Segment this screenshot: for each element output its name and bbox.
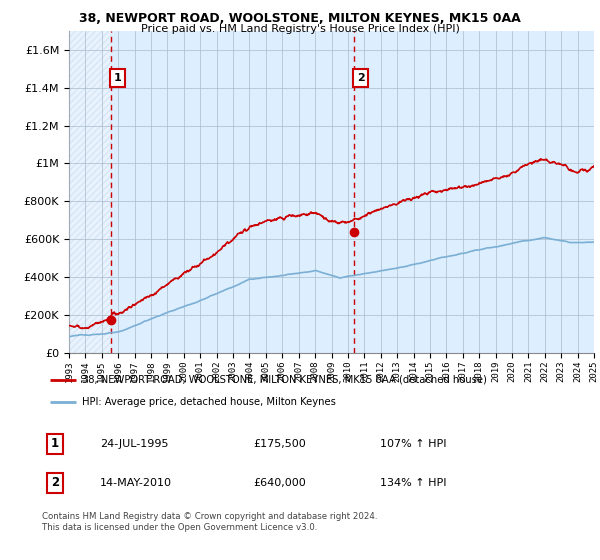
Text: HPI: Average price, detached house, Milton Keynes: HPI: Average price, detached house, Milt… (82, 397, 335, 407)
Text: 1: 1 (113, 73, 121, 83)
Text: 2: 2 (51, 477, 59, 489)
Text: 38, NEWPORT ROAD, WOOLSTONE, MILTON KEYNES, MK15 0AA (detached house): 38, NEWPORT ROAD, WOOLSTONE, MILTON KEYN… (82, 375, 487, 385)
Text: Price paid vs. HM Land Registry's House Price Index (HPI): Price paid vs. HM Land Registry's House … (140, 24, 460, 34)
Text: 134% ↑ HPI: 134% ↑ HPI (380, 478, 446, 488)
Text: 107% ↑ HPI: 107% ↑ HPI (380, 439, 446, 449)
Text: 1: 1 (51, 437, 59, 450)
Text: 24-JUL-1995: 24-JUL-1995 (100, 439, 169, 449)
Text: Contains HM Land Registry data © Crown copyright and database right 2024.
This d: Contains HM Land Registry data © Crown c… (42, 512, 377, 532)
Text: £175,500: £175,500 (253, 439, 306, 449)
Text: 38, NEWPORT ROAD, WOOLSTONE, MILTON KEYNES, MK15 0AA: 38, NEWPORT ROAD, WOOLSTONE, MILTON KEYN… (79, 12, 521, 25)
Text: £640,000: £640,000 (253, 478, 306, 488)
Text: 14-MAY-2010: 14-MAY-2010 (100, 478, 172, 488)
Text: 2: 2 (356, 73, 364, 83)
